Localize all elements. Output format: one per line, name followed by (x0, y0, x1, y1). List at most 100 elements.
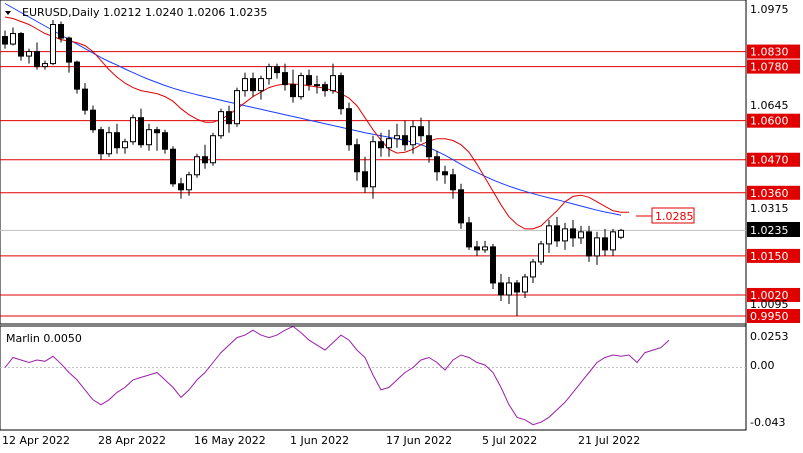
candle-body (402, 135, 408, 146)
indicator-panel[interactable] (0, 325, 747, 431)
candle-body (530, 261, 536, 278)
candle-body (242, 78, 248, 92)
candle-body (354, 144, 360, 173)
symbol-header: EURUSD,Daily 1.0212 1.0240 1.0206 1.0235 (22, 6, 267, 19)
candle-body (602, 237, 608, 251)
level-price-box (747, 185, 800, 200)
candle-body (498, 282, 504, 296)
candle-body (514, 282, 520, 293)
candle-body (178, 183, 184, 191)
candle-body (186, 174, 192, 191)
target-price-label: 1.0285 (655, 210, 694, 223)
candle-body (26, 51, 32, 57)
candle-body (386, 138, 392, 149)
menu-triangle-icon[interactable] (5, 11, 11, 15)
price-tick-2: 1.0645 (750, 99, 789, 112)
candle-body (234, 90, 240, 125)
candle-body (162, 132, 168, 150)
candle-body (450, 174, 456, 191)
time-label-1: 12 Apr 2022 (2, 434, 70, 447)
candle-body (2, 36, 8, 45)
current-price-label: 1.0235 (750, 224, 789, 237)
candle-body (146, 129, 152, 146)
level-price-label: 1.0020 (750, 289, 789, 302)
price-tick-4: 1.0095 (750, 298, 789, 311)
candle-body (394, 135, 400, 140)
candle-body (74, 61, 80, 90)
level-price-box (747, 152, 800, 167)
candle-body (66, 37, 72, 63)
level-price-box (747, 248, 800, 263)
candle-body (458, 189, 464, 224)
level-price-label: 1.0150 (750, 250, 789, 263)
candle-body (138, 117, 144, 146)
candle-body (442, 171, 448, 176)
candles (2, 20, 624, 316)
candle-body (130, 117, 136, 143)
candle-body (490, 246, 496, 284)
candle-body (210, 135, 216, 164)
candle-body (538, 243, 544, 263)
osc-tick-top: 0.0253 (750, 330, 789, 343)
osc-tick-bottom: -0.043 (750, 416, 785, 429)
candle-body (554, 225, 560, 242)
candle-body (194, 156, 200, 176)
time-label-4: 1 Jun 2022 (290, 434, 349, 447)
level-price-box (747, 287, 800, 302)
candle-body (154, 129, 160, 134)
time-label-6: 5 Jul 2022 (482, 434, 537, 447)
level-price-box (747, 113, 800, 128)
candle-body (426, 135, 432, 158)
candle-body (338, 75, 344, 110)
candle-body (410, 126, 416, 146)
current-price-box (747, 222, 800, 237)
candle-body (266, 66, 272, 80)
candle-body (34, 51, 40, 68)
candle-body (618, 229, 624, 238)
candle-body (346, 108, 352, 146)
horizontal-levels: 1.0830 1.0780 1.0600 1.0470 1.0360 1.0150 1.00… (0, 44, 800, 323)
price-tick-1: 1.0975 (750, 3, 789, 16)
level-price-label: 1.0830 (750, 46, 789, 59)
candle-body (106, 132, 112, 155)
candle-body (226, 111, 232, 125)
candle-body (594, 237, 600, 257)
candle-body (586, 231, 592, 257)
candle-body (202, 156, 208, 164)
candle-body (258, 78, 264, 92)
candle-body (218, 111, 224, 137)
level-price-label: 1.0780 (750, 61, 789, 74)
candle-body (250, 78, 256, 92)
candle-body (546, 225, 552, 245)
candle-body (474, 246, 480, 251)
candle-body (58, 24, 64, 39)
osc-line (4, 325, 670, 426)
osc-tick-zero: 0.00 (750, 359, 775, 372)
candle-body (330, 75, 336, 92)
candle-body (314, 84, 320, 87)
level-price-box (747, 59, 800, 74)
candle-body (298, 75, 304, 98)
indicator-label: Marlin 0.0050 (6, 332, 82, 345)
candle-body (170, 148, 176, 185)
candle-body (98, 129, 104, 155)
candle-body (290, 84, 296, 98)
candle-body (570, 228, 576, 239)
time-label-7: 21 Jul 2022 (578, 434, 640, 447)
candle-body (10, 33, 16, 45)
time-label-2: 28 Apr 2022 (98, 434, 166, 447)
time-label-5: 17 Jun 2022 (386, 434, 452, 447)
price-tick-3: 1.0315 (750, 202, 789, 215)
candle-body (418, 126, 424, 137)
candle-body (362, 171, 368, 188)
candle-body (522, 276, 528, 293)
oscillator (0, 325, 746, 426)
level-price-label: 1.0360 (750, 187, 789, 200)
level-price-label: 1.0600 (750, 115, 789, 128)
level-price-box (747, 44, 800, 59)
candle-body (274, 66, 280, 74)
candle-body (282, 72, 288, 86)
candle-body (434, 156, 440, 173)
candle-body (306, 75, 312, 86)
